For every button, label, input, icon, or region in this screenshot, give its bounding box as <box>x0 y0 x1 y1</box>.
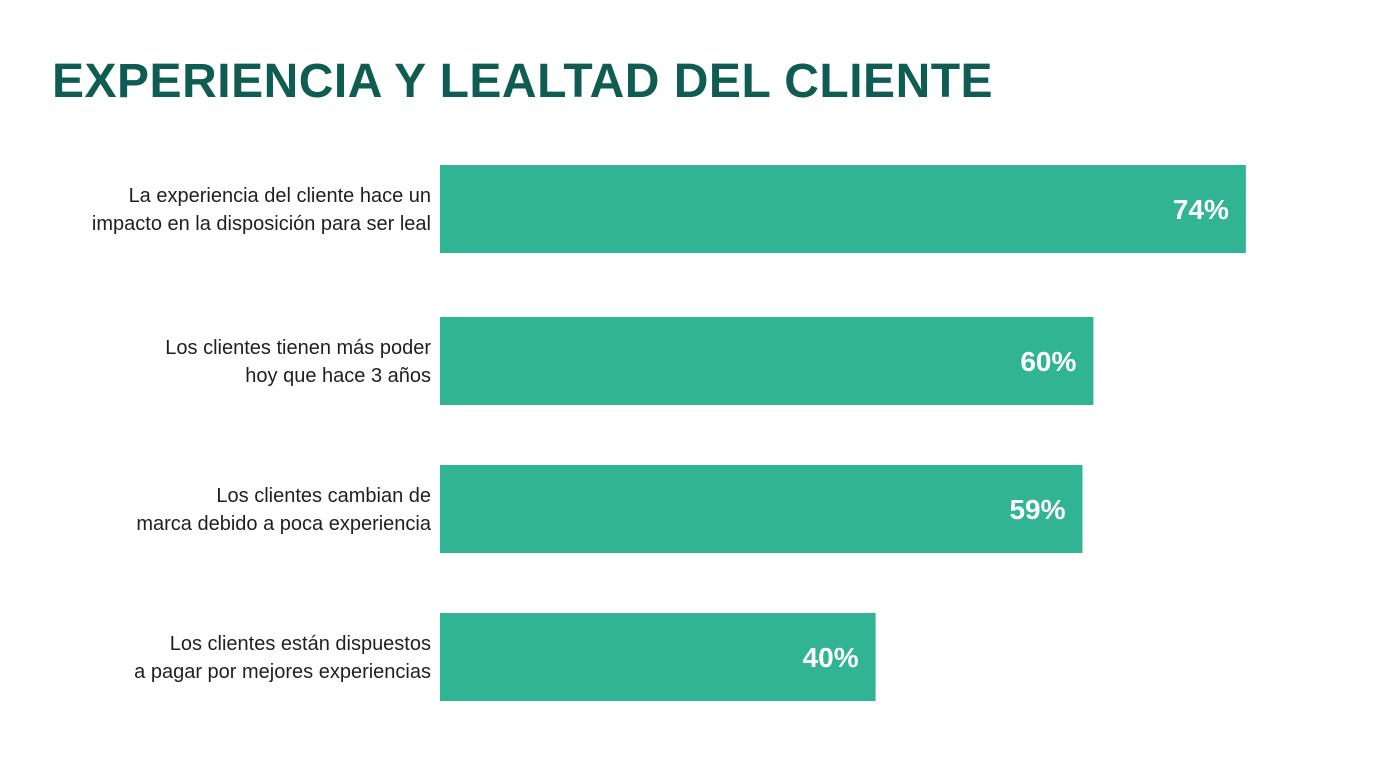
category-label-2-line-1: Los clientes tienen más poder <box>165 337 431 359</box>
category-label-4-line-2: a pagar por mejores experiencias <box>134 661 431 683</box>
category-label-3-line-2: marca debido a poca experiencia <box>136 513 432 535</box>
bar-4 <box>440 613 876 701</box>
chart-title: EXPERIENCIA Y LEALTAD DEL CLIENTE <box>52 55 994 108</box>
bar-2 <box>440 317 1094 405</box>
category-label-2-line-2: hoy que hace 3 años <box>245 365 431 387</box>
bar-value-label-3: 59% <box>1009 494 1065 525</box>
bar-value-label-2: 60% <box>1020 346 1076 377</box>
bar-value-label-4: 40% <box>803 642 859 673</box>
category-label-4-line-1: Los clientes están dispuestos <box>170 633 431 655</box>
bar-1 <box>440 165 1246 253</box>
bar-value-label-1: 74% <box>1173 194 1229 225</box>
bar-3 <box>440 465 1083 553</box>
category-label-1-line-1: La experiencia del cliente hace un <box>129 185 431 207</box>
category-label-3-line-1: Los clientes cambian de <box>216 485 431 507</box>
category-label-1-line-2: impacto en la disposición para ser leal <box>92 213 431 235</box>
